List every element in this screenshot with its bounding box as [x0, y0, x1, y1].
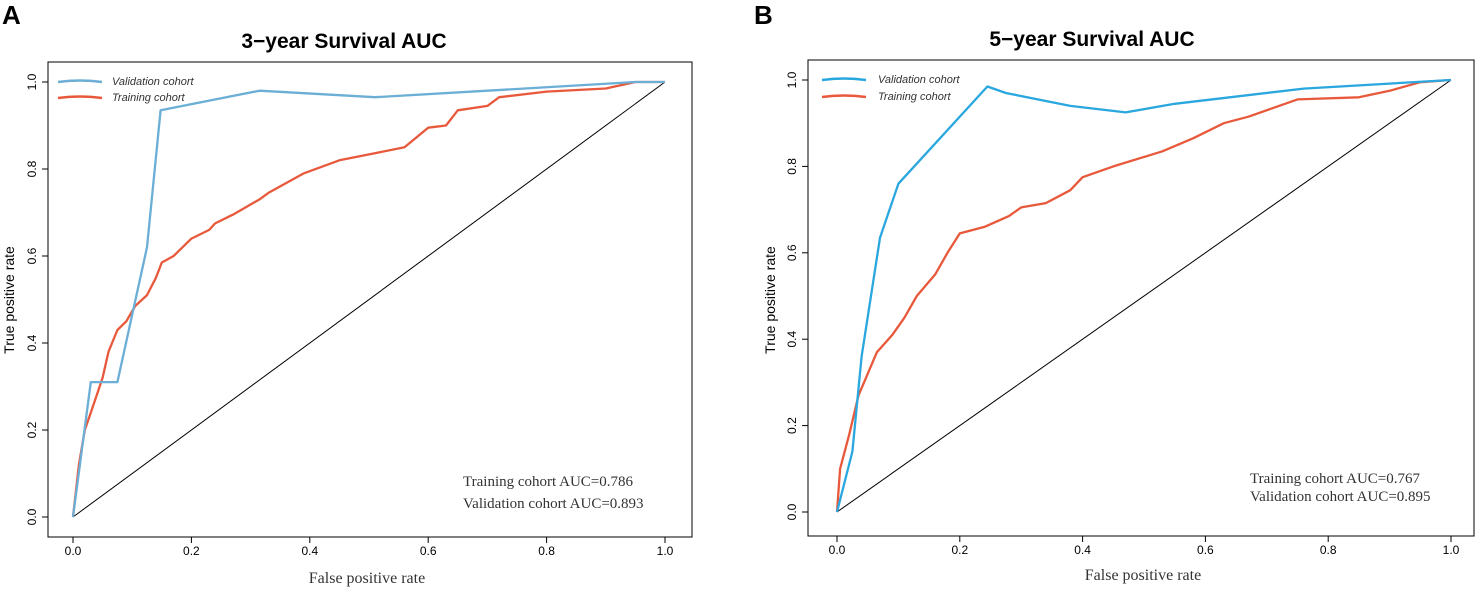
x-tick-label: 0.2	[951, 543, 968, 557]
y-axis: 0.0 0.2 0.4 0.6 0.8 1.0	[785, 71, 808, 520]
legend-swatch-validation	[821, 77, 867, 82]
x-tick-label: 0.0	[65, 544, 82, 558]
validation-cohort-roc-line	[71, 80, 665, 518]
x-tick-label: 0.2	[183, 544, 200, 558]
plot-frame	[47, 61, 693, 538]
auc-validation-annotation: Validation cohort AUC=0.893	[463, 496, 644, 512]
legend-swatch-validation	[57, 79, 103, 84]
x-tick-label: 0.4	[301, 544, 318, 558]
y-tick-label: 0.8	[25, 160, 39, 177]
chart-title: 3−year Survival AUC	[241, 30, 446, 53]
y-tick-label: 0.6	[785, 244, 799, 261]
x-tick-label: 0.0	[829, 543, 846, 557]
auc-training-annotation: Training cohort AUC=0.767	[1250, 471, 1420, 487]
chart-title: 5−year Survival AUC	[989, 28, 1194, 51]
x-tick-label: 1.0	[657, 544, 674, 558]
y-tick-label: 0.4	[785, 331, 799, 348]
x-tick-label: 0.6	[1197, 543, 1214, 557]
y-tick-label: 1.0	[785, 71, 799, 88]
x-axis-label: False positive rate	[309, 570, 425, 587]
validation-cohort-roc-line	[835, 78, 1452, 513]
legend: Validation cohort Training cohort	[821, 74, 960, 103]
y-axis-label: True positive rate	[762, 246, 778, 354]
x-axis: 0.0 0.2 0.4 0.6 0.8 1.0	[65, 537, 674, 558]
panel-letter: A	[2, 0, 21, 30]
y-tick-label: 0.8	[785, 158, 799, 175]
y-axis-label: True positive rate	[1, 246, 17, 354]
y-tick-label: 0.2	[785, 417, 799, 434]
auc-training-annotation: Training cohort AUC=0.786	[463, 474, 633, 490]
y-tick-label: 0.2	[25, 421, 39, 438]
auc-validation-annotation: Validation cohort AUC=0.895	[1250, 489, 1431, 505]
reference-diagonal-line	[836, 79, 1452, 513]
x-tick-label: 0.8	[538, 544, 555, 558]
x-tick-label: 0.6	[420, 544, 437, 558]
panel-a: A 3−year Survival AUC 0.0 0.2 0.4 0.6 0.8 1.0…	[1, 0, 693, 587]
legend: Validation cohort Training cohort	[57, 76, 194, 104]
plot-lines	[71, 80, 666, 518]
x-tick-label: 0.4	[1074, 543, 1091, 557]
legend-label-training: Training cohort	[878, 91, 951, 103]
y-tick-label: 1.0	[25, 73, 39, 90]
panel-b: B 5−year Survival AUC 0.0 0.2 0.4 0.6 0.8 1.0…	[754, 0, 1475, 584]
legend-swatch-training	[821, 94, 867, 99]
x-tick-label: 1.0	[1443, 543, 1460, 557]
x-tick-label: 0.8	[1320, 543, 1337, 557]
y-tick-label: 0.0	[785, 503, 799, 520]
y-tick-label: 0.0	[25, 508, 39, 525]
legend-label-validation: Validation cohort	[112, 76, 194, 88]
y-axis: 0.0 0.2 0.4 0.6 0.8 1.0	[25, 73, 48, 525]
x-axis-label: False positive rate	[1085, 567, 1201, 584]
plot-lines	[835, 78, 1452, 513]
x-axis: 0.0 0.2 0.4 0.6 0.8 1.0	[829, 536, 1460, 557]
training-cohort-roc-line	[71, 80, 665, 518]
reference-diagonal-line	[72, 81, 666, 518]
legend-swatch-training	[57, 95, 103, 100]
training-cohort-roc-line	[835, 78, 1452, 513]
plot-frame	[807, 59, 1475, 537]
legend-label-validation: Validation cohort	[878, 74, 960, 86]
y-tick-label: 0.4	[25, 334, 39, 351]
y-tick-label: 0.6	[25, 247, 39, 264]
legend-label-training: Training cohort	[112, 92, 185, 104]
panel-letter: B	[754, 0, 773, 30]
